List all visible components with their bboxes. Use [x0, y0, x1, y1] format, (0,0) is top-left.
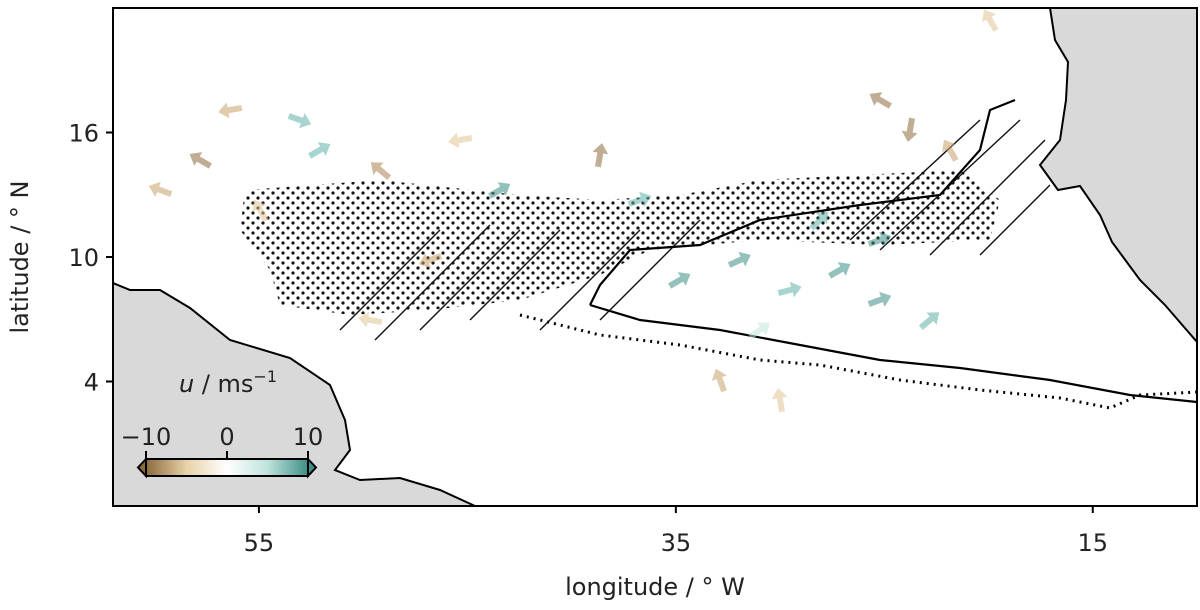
y-axis-label: latitude / ° N: [6, 181, 34, 334]
y-tick-label: 10: [68, 244, 99, 272]
colorbar-symbol: u: [179, 370, 194, 398]
colorbar: [145, 458, 309, 477]
hatching: [339, 119, 1051, 341]
y-tick-label: 4: [84, 369, 99, 397]
colorbar-tick-label: 10: [293, 423, 324, 451]
colorbar-label: u / ms−1: [179, 367, 277, 398]
colorbar-exponent: −1: [253, 367, 277, 386]
colorbar-tick-label: 0: [219, 423, 234, 451]
stipple-region: [240, 170, 1000, 315]
x-tick-label: 15: [1077, 529, 1108, 557]
y-tick-label: 16: [68, 120, 99, 148]
colorbar-unit: / ms: [194, 370, 253, 398]
south-america: [113, 281, 476, 506]
africa: [1038, 8, 1197, 344]
dotted-contour: [519, 313, 1197, 410]
x-tick-label: 35: [661, 529, 692, 557]
solid-contour: [589, 98, 1197, 404]
x-tick-label: 55: [244, 529, 275, 557]
colorbar-tick-label: −10: [121, 423, 172, 451]
map-area: [113, 8, 1197, 506]
x-axis-label: longitude / ° W: [565, 573, 745, 601]
